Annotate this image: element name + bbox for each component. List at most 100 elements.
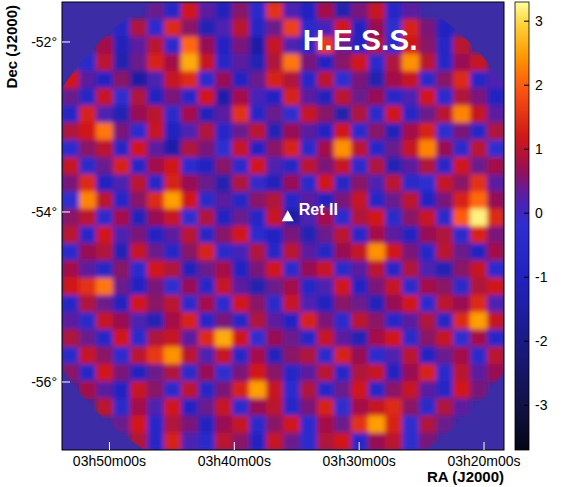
cell	[368, 88, 386, 106]
cell	[283, 123, 301, 141]
cell	[402, 295, 420, 313]
cell	[198, 226, 216, 244]
cell	[62, 312, 80, 330]
cell	[164, 192, 182, 210]
cell	[385, 192, 403, 210]
cell	[351, 174, 369, 192]
cell	[470, 260, 488, 278]
cell	[402, 381, 420, 399]
cell	[351, 123, 369, 141]
cell	[368, 312, 386, 330]
cell	[487, 329, 504, 347]
cell	[385, 226, 403, 244]
cell	[470, 381, 488, 399]
y-tick	[62, 41, 70, 42]
cell	[215, 312, 233, 330]
cell	[62, 209, 80, 227]
cell	[164, 295, 182, 313]
cell	[317, 2, 335, 20]
cell	[181, 381, 199, 399]
cell	[402, 157, 420, 175]
cell	[62, 295, 80, 313]
cell	[317, 312, 335, 330]
cell	[232, 192, 250, 210]
cell	[317, 140, 335, 158]
cell	[453, 398, 471, 416]
cell	[334, 295, 352, 313]
cell	[266, 54, 284, 72]
cell	[368, 381, 386, 399]
cell	[283, 88, 301, 106]
cell	[232, 226, 250, 244]
cell	[164, 19, 182, 37]
cell	[385, 295, 403, 313]
cell	[436, 174, 454, 192]
cell	[113, 416, 131, 434]
cell	[470, 329, 488, 347]
x-tick	[109, 442, 110, 450]
cell	[470, 140, 488, 158]
cell	[113, 278, 131, 296]
cell	[181, 19, 199, 37]
y-tick-label: -56°	[31, 374, 57, 390]
cell	[79, 347, 97, 365]
cell	[266, 192, 284, 210]
cell	[385, 209, 403, 227]
cell	[470, 347, 488, 365]
cell	[402, 2, 420, 20]
cell	[436, 123, 454, 141]
cell	[62, 226, 80, 244]
cell	[113, 36, 131, 54]
cell	[62, 123, 80, 141]
cell	[130, 381, 148, 399]
cell	[249, 278, 267, 296]
cell	[232, 329, 250, 347]
cell	[470, 295, 488, 313]
cell	[147, 398, 165, 416]
cell	[249, 260, 267, 278]
cell	[215, 278, 233, 296]
cell	[419, 243, 437, 261]
cell	[215, 226, 233, 244]
cell	[487, 105, 504, 123]
cell	[419, 433, 437, 450]
cell	[487, 140, 504, 158]
cell	[385, 381, 403, 399]
cell	[181, 71, 199, 89]
cell	[62, 243, 80, 261]
cell	[334, 364, 352, 382]
cell	[164, 364, 182, 382]
cell	[130, 329, 148, 347]
cell	[283, 278, 301, 296]
cell	[130, 123, 148, 141]
cell	[164, 71, 182, 89]
cell	[487, 123, 504, 141]
cell	[453, 260, 471, 278]
cell	[130, 157, 148, 175]
cell	[368, 226, 386, 244]
cell	[164, 312, 182, 330]
cell	[300, 243, 318, 261]
cell	[419, 347, 437, 365]
cell	[419, 295, 437, 313]
cell	[402, 71, 420, 89]
cell	[198, 174, 216, 192]
cell	[334, 381, 352, 399]
cell	[300, 157, 318, 175]
cell	[147, 347, 165, 365]
cell	[283, 174, 301, 192]
cell	[79, 123, 97, 141]
cell	[283, 364, 301, 382]
cell	[198, 71, 216, 89]
cell	[130, 260, 148, 278]
cell	[334, 226, 352, 244]
cell	[113, 174, 131, 192]
cell	[232, 140, 250, 158]
cell	[181, 174, 199, 192]
cell	[232, 71, 250, 89]
cell	[181, 88, 199, 106]
cell	[130, 243, 148, 261]
cell	[368, 295, 386, 313]
cell	[249, 209, 267, 227]
cell	[317, 260, 335, 278]
